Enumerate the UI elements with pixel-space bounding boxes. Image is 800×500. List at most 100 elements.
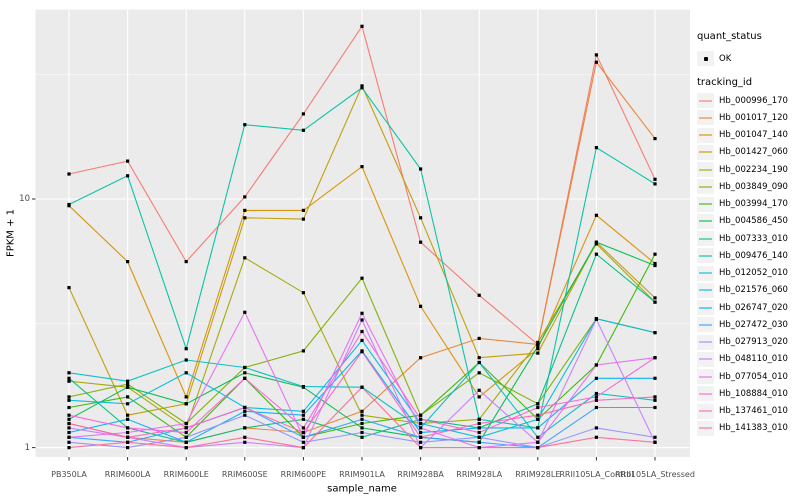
- data-point-Hb_001427_060: [126, 413, 130, 417]
- legend-item-label: Hb_007333_010: [719, 233, 788, 244]
- legend-key-box: [697, 51, 714, 67]
- data-point-Hb_137461_010: [301, 430, 305, 435]
- data-point-Hb_003849_090: [301, 349, 305, 353]
- data-point-Hb_001427_060: [419, 216, 423, 220]
- legend-key-box: [697, 179, 714, 195]
- legend-color-line: [699, 220, 712, 223]
- data-point-Hb_001427_060: [653, 296, 657, 300]
- x-axis-tick-labels: PB350LA RRIM600LA RRIM600LE RRIM600SE RRIM60…: [0, 470, 800, 484]
- data-point-Hb_012052_010: [594, 391, 598, 396]
- data-point-Hb_027913_020: [477, 435, 481, 439]
- legend-color-line: [699, 99, 712, 102]
- data-point-Hb_004586_450: [243, 371, 247, 375]
- black-point-icon: [703, 56, 708, 61]
- data-point-Hb_077054_010: [536, 440, 540, 444]
- data-point-Hb_000996_170: [477, 293, 481, 297]
- data-point-Hb_141383_010: [594, 435, 598, 439]
- data-point-Hb_027913_020: [419, 440, 423, 444]
- legend-item-label: Hb_108884_010: [719, 388, 788, 399]
- data-point-Hb_108884_010: [653, 356, 657, 360]
- data-point-Hb_004586_450: [126, 385, 130, 389]
- x-tick-label: RRIM600LA: [104, 470, 151, 479]
- data-point-Hb_021576_060: [301, 409, 305, 413]
- data-point-Hb_026747_020: [477, 426, 481, 430]
- legend-color-line: [699, 254, 712, 257]
- data-point-Hb_137461_010: [536, 413, 540, 417]
- data-point-Hb_001017_120: [594, 60, 598, 64]
- data-point-Hb_009476_140: [67, 202, 71, 207]
- data-point-Hb_141383_010: [301, 446, 305, 450]
- legend-color-line: [699, 272, 712, 275]
- legend-key-box: [697, 300, 714, 316]
- legend-item-Hb_004586_450: Hb_004586_450: [697, 213, 788, 230]
- data-point-Hb_026747_020: [301, 413, 305, 417]
- data-point-Hb_137461_010: [126, 435, 130, 439]
- legend-color-line: [699, 134, 712, 137]
- data-point-Hb_007333_010: [536, 402, 540, 406]
- data-point-Hb_108884_010: [243, 376, 247, 380]
- legend-item-Hb_003849_090: Hb_003849_090: [697, 178, 788, 195]
- data-point-Hb_007333_010: [67, 376, 71, 380]
- data-point-Hb_108884_010: [536, 405, 540, 410]
- data-point-Hb_137461_010: [653, 395, 657, 399]
- data-point-Hb_003849_090: [126, 382, 130, 386]
- data-point-Hb_004586_450: [594, 240, 598, 244]
- legend-key-box: [697, 386, 714, 402]
- data-point-Hb_027472_030: [477, 440, 481, 444]
- legend-item-Hb_001017_120: Hb_001017_120: [697, 109, 788, 126]
- data-point-Hb_003849_090: [67, 395, 71, 399]
- x-tick-label: RRIM600PE: [280, 470, 327, 479]
- data-point-Hb_108884_010: [126, 426, 130, 430]
- data-point-Hb_004586_450: [536, 344, 540, 349]
- x-axis-title: sample_name: [327, 483, 397, 495]
- legend-item-Hb_141383_010: Hb_141383_010: [697, 420, 788, 437]
- data-point-Hb_012052_010: [536, 435, 540, 439]
- data-point-Hb_108884_010: [419, 417, 423, 421]
- data-point-Hb_108884_010: [67, 413, 71, 417]
- legend-key-box: [697, 231, 714, 247]
- legend-key-box: [697, 317, 714, 333]
- data-point-Hb_141383_010: [419, 446, 423, 450]
- data-point-Hb_027913_020: [360, 430, 364, 435]
- legend-item-Hb_027472_030: Hb_027472_030: [697, 316, 788, 333]
- data-point-Hb_009476_140: [477, 417, 481, 421]
- data-point-Hb_021576_060: [653, 331, 657, 335]
- legend-item-label: Hb_003994_170: [719, 199, 788, 210]
- data-point-Hb_001427_060: [67, 286, 71, 290]
- data-point-Hb_027472_030: [360, 417, 364, 421]
- data-point-Hb_002234_190: [360, 413, 364, 417]
- data-point-Hb_002234_190: [67, 379, 71, 383]
- x-tick-label: RRIM901LA: [339, 470, 385, 479]
- data-point-Hb_141383_010: [126, 440, 130, 444]
- data-point-Hb_000996_170: [360, 24, 364, 28]
- x-tick-label: RRIM928LE: [515, 470, 561, 479]
- data-point-Hb_012052_010: [653, 398, 657, 402]
- data-point-Hb_077054_010: [126, 430, 130, 435]
- legend-item-label: Hb_021576_060: [719, 285, 788, 296]
- data-point-Hb_002234_190: [536, 340, 540, 344]
- data-point-Hb_026747_020: [184, 440, 188, 444]
- legend-key-box: [697, 196, 714, 212]
- data-point-Hb_012052_010: [301, 385, 305, 389]
- data-point-Hb_012052_010: [126, 379, 130, 383]
- legend-item-Hb_012052_010: Hb_012052_010: [697, 265, 788, 282]
- legend-item-Hb_003994_170: Hb_003994_170: [697, 196, 788, 213]
- legend-series-list: Hb_000996_170 Hb_001017_120 Hb_001047_140 H…: [697, 92, 788, 437]
- legend-key-box: [697, 403, 714, 419]
- data-point-Hb_077054_010: [360, 311, 364, 315]
- data-point-Hb_012052_010: [184, 358, 188, 362]
- legend-color-line: [699, 289, 712, 292]
- data-point-Hb_012052_010: [67, 371, 71, 375]
- data-point-Hb_108884_010: [301, 426, 305, 430]
- data-point-Hb_026747_020: [126, 417, 130, 421]
- data-point-Hb_007333_010: [653, 300, 657, 304]
- legend-item-label: Hb_003849_090: [719, 181, 788, 192]
- legend-item-Hb_009476_140: Hb_009476_140: [697, 247, 788, 264]
- data-point-Hb_048110_010: [243, 440, 247, 444]
- legend-color-line: [699, 341, 712, 344]
- data-point-Hb_007333_010: [243, 426, 247, 430]
- legend-item-label: Hb_004586_450: [719, 216, 788, 227]
- legend-key-box: [697, 265, 714, 281]
- data-point-Hb_108884_010: [594, 395, 598, 399]
- legend-color-line: [699, 427, 712, 430]
